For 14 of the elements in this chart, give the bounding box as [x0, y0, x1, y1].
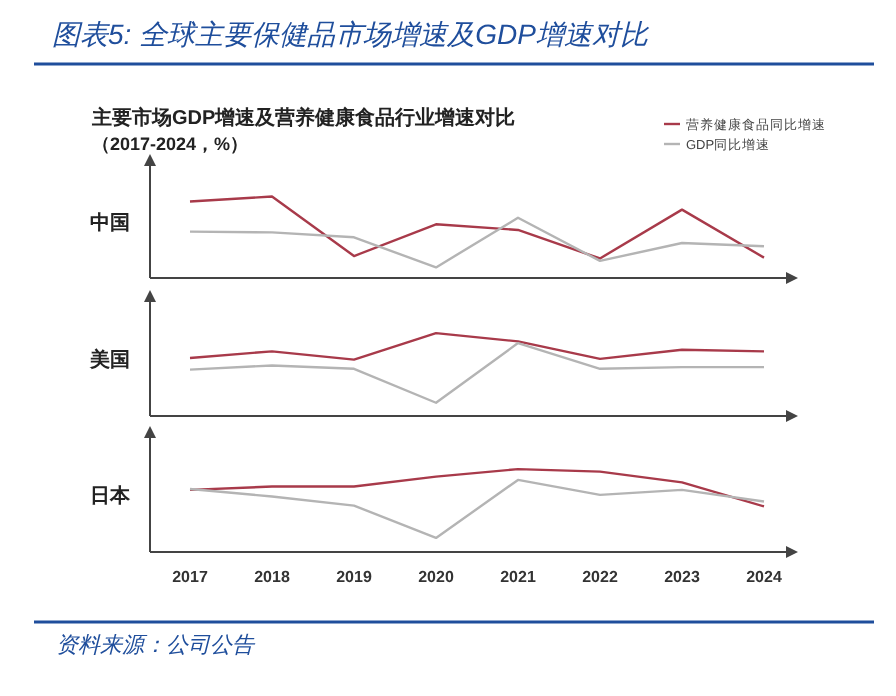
text: 资料来源：公司公告 [56, 632, 256, 658]
y-axis-title: 中国 [90, 211, 130, 235]
x-tick-label: 2019 [336, 568, 373, 586]
x-tick-label: 2022 [582, 568, 619, 586]
x-tick-label: 2018 [254, 568, 291, 586]
y-axis-title: 日本 [90, 484, 132, 508]
chart-subtitle: 主要市场GDP增速及营养健康食品行业增速对比（2017-2024，%） [90, 106, 516, 154]
x-tick-label: 2017 [172, 568, 209, 586]
x-tick-label: 2024 [746, 568, 783, 586]
x-tick-label: 2020 [418, 568, 455, 586]
x-tick-label: 2023 [664, 568, 701, 586]
y-axis-title: 美国 [88, 348, 130, 372]
x-tick-label: 2021 [500, 568, 537, 586]
chart-title: 图表5: 全球主要保健品市场增速及GDP增速对比 [52, 18, 650, 50]
